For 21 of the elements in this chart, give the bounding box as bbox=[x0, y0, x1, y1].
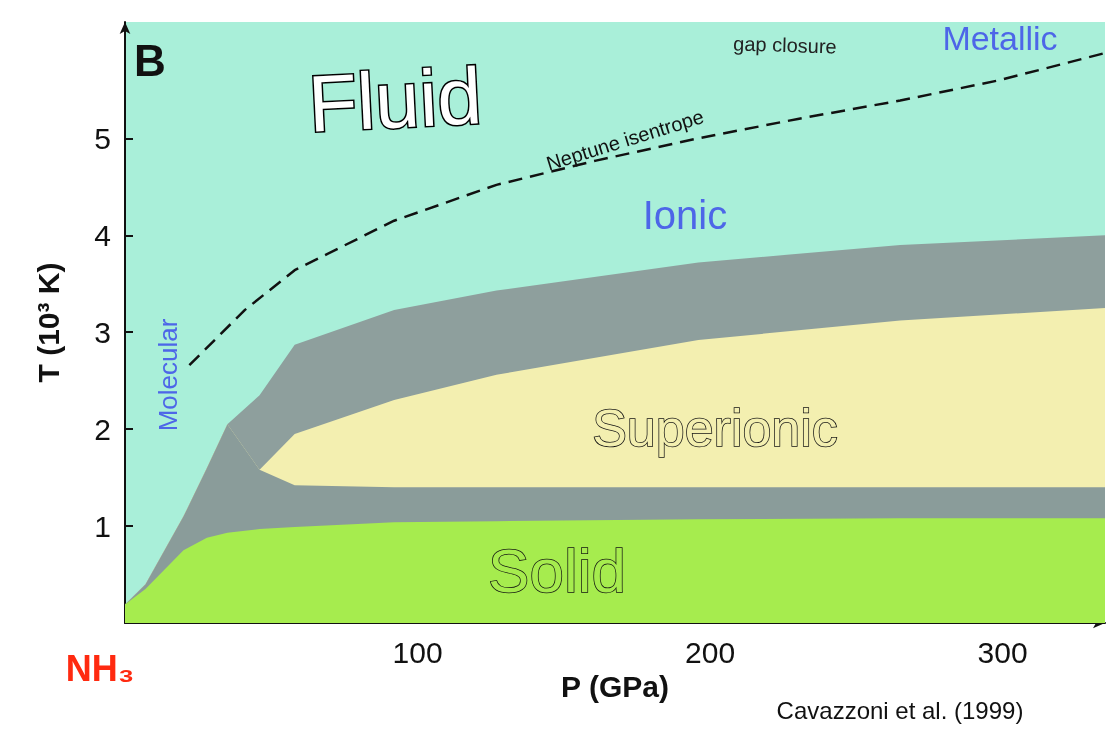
annotation: Fluid bbox=[306, 51, 484, 149]
y-tick-label: 4 bbox=[94, 218, 111, 252]
annotation: Molecular bbox=[153, 318, 183, 432]
annotation: Superionic bbox=[592, 399, 838, 457]
x-axis-title: P (GPa) bbox=[561, 670, 669, 704]
annotation: gap closure bbox=[732, 32, 838, 58]
annotation: Ionic bbox=[642, 193, 728, 237]
text: Cavazzoni et al. (1999) bbox=[776, 696, 1024, 724]
y-axis-title: T (10³ K) bbox=[31, 262, 65, 383]
x-tick-label: 300 bbox=[977, 635, 1028, 669]
annotation: Metallic bbox=[942, 19, 1058, 57]
text: NH₃ bbox=[65, 647, 135, 689]
y-tick-label: 5 bbox=[94, 121, 111, 155]
annotation: Solid bbox=[488, 535, 626, 605]
y-tick-label: 2 bbox=[94, 412, 111, 446]
y-tick-label: 3 bbox=[94, 315, 111, 349]
annotation: B bbox=[134, 35, 166, 85]
annotation: Neptune isentrope bbox=[543, 105, 707, 175]
y-tick-label: 1 bbox=[94, 509, 111, 543]
x-tick-label: 100 bbox=[392, 635, 443, 669]
x-tick-label: 200 bbox=[685, 635, 736, 669]
